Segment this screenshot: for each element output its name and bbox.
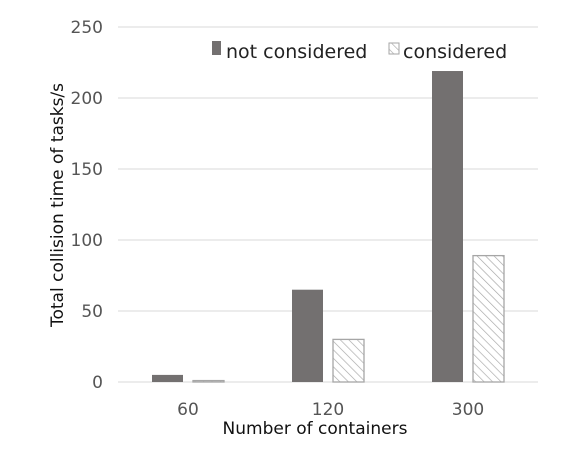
legend-swatch-not-considered — [212, 41, 221, 55]
bar-not-considered-300 — [432, 71, 463, 383]
bar-not-considered-120 — [292, 289, 323, 382]
legend-label-considered: considered — [403, 41, 507, 63]
y-tick-label-150: 150 — [71, 160, 103, 180]
bar-considered-60 — [192, 379, 225, 383]
x-axis-ticks: 60 120 300 — [177, 400, 484, 420]
x-tick-label-60: 60 — [177, 400, 199, 420]
bar-considered-120 — [332, 338, 365, 383]
y-tick-label-50: 50 — [81, 302, 103, 322]
legend-swatch-considered — [388, 42, 400, 55]
y-axis-ticks: 0 50 100 150 200 250 — [71, 18, 103, 393]
bar-not-considered-60 — [152, 374, 183, 382]
legend-label-not-considered: not considered — [226, 41, 367, 63]
y-tick-label-0: 0 — [92, 373, 103, 393]
gridlines — [118, 26, 538, 383]
x-tick-label-120: 120 — [312, 400, 344, 420]
bar-considered-300 — [472, 254, 505, 383]
x-axis-title: Number of containers — [223, 419, 408, 439]
legend: not considered considered — [212, 41, 507, 63]
y-tick-label-100: 100 — [71, 231, 103, 251]
y-tick-label-250: 250 — [71, 18, 103, 38]
bars — [152, 71, 505, 383]
x-tick-label-300: 300 — [452, 400, 484, 420]
y-tick-label-200: 200 — [71, 89, 103, 109]
y-axis-title: Total collision time of tasks/s — [48, 83, 68, 328]
